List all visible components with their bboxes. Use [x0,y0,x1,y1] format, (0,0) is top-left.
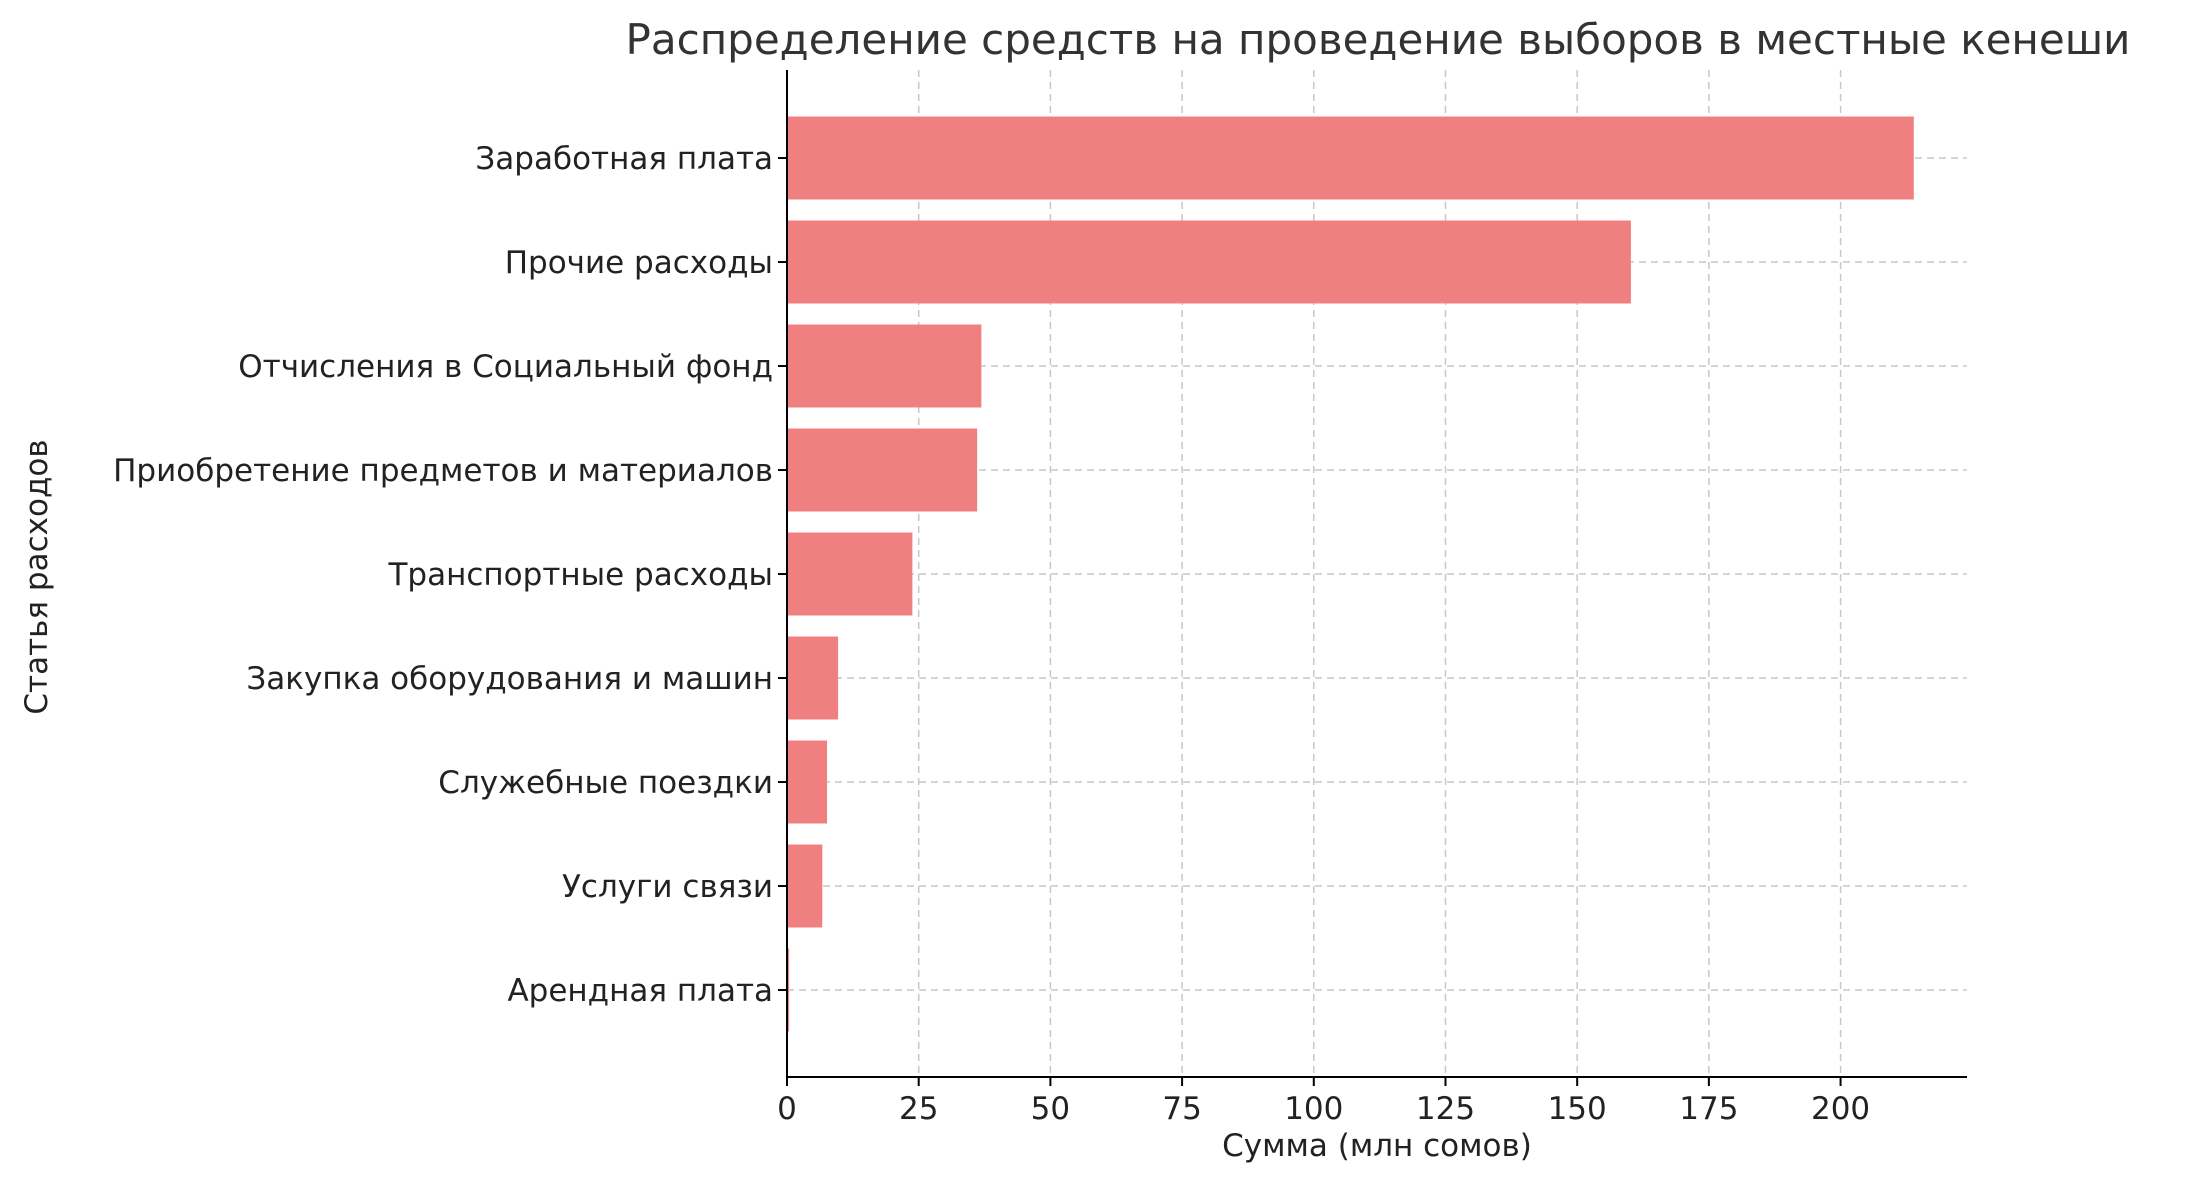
bar [787,220,1631,304]
x-tick-label: 200 [1811,1091,1870,1127]
bar [787,636,839,720]
bar [787,116,1914,200]
x-tick-label: 175 [1679,1091,1738,1127]
bar [787,844,823,928]
x-tick-label: 25 [899,1091,938,1127]
x-tick-label: 150 [1548,1091,1607,1127]
x-tick-label: 125 [1416,1091,1475,1127]
y-category-labels: Заработная плата Прочие расходы Отчисления… [113,141,787,1009]
category-label: Закупка оборудования и машин [246,661,773,697]
category-label: Услуги связи [562,869,773,905]
category-label: Прочие расходы [505,245,773,281]
bar [787,324,982,408]
x-ticks: 0 25 50 75 100 125 150 175 200 [777,1077,1870,1127]
bar [787,428,978,512]
chart-title: Распределение средств на проведение выбо… [626,15,2131,64]
category-label: Приобретение предметов и материалов [113,453,773,489]
bars [787,116,1914,1032]
bar [787,532,913,616]
category-label: Арендная плата [507,973,773,1009]
bar [787,948,790,1032]
x-axis-label: Сумма (млн сомов) [1222,1128,1532,1164]
x-tick-label: 0 [777,1091,797,1127]
category-label: Служебные поездки [438,765,773,801]
x-tick-label: 100 [1284,1091,1343,1127]
y-axis-label: Статья расходов [19,439,55,714]
category-label: Заработная плата [475,141,773,177]
category-label: Транспортные расходы [387,557,773,593]
x-tick-label: 75 [1162,1091,1201,1127]
bar [787,740,828,824]
category-label: Отчисления в Социальный фонд [238,349,773,385]
x-tick-label: 50 [1031,1091,1070,1127]
